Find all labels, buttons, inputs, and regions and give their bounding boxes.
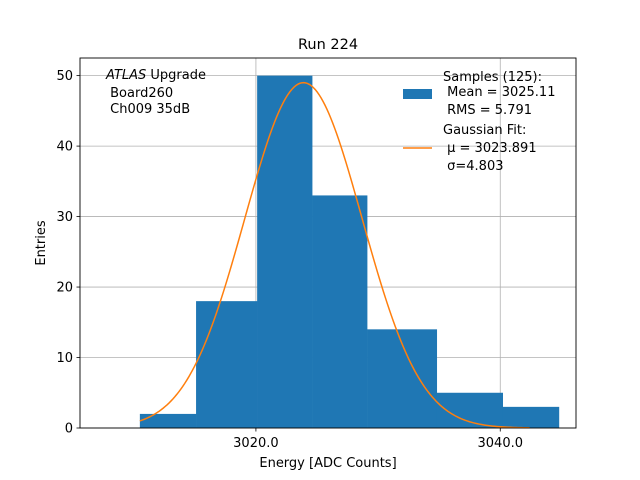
x-tick-label-0: 3020.0: [233, 436, 279, 451]
annotation-line-1: ATLAS Upgrade: [105, 68, 206, 83]
y-tick-label-2: 20: [56, 281, 73, 296]
y-tick-label-3: 30: [56, 210, 73, 225]
annotation-atlas: ATLAS: [105, 68, 146, 83]
legend: Samples (125): Mean = 3025.11 RMS = 5.79…: [403, 70, 555, 174]
atlas-annotation: ATLAS Upgrade Board260 Ch009 35dB: [105, 68, 206, 117]
annotation-channel: Ch009 35dB: [106, 102, 190, 117]
legend-samples-line-1: Samples (125):: [443, 70, 542, 85]
histogram-bar-2: [257, 75, 313, 428]
histogram-bar-1: [196, 301, 258, 428]
histogram-bar-3: [312, 195, 368, 428]
legend-fit-line-3: σ=4.803: [443, 159, 503, 174]
legend-fit-line-1: Gaussian Fit:: [443, 123, 526, 138]
y-tick-label-0: 0: [65, 422, 73, 437]
y-tick-label-1: 10: [56, 351, 73, 366]
axis-ticks: 0 10 20 30 40 50 3020.0 3040.0: [56, 69, 523, 451]
legend-samples-line-3: RMS = 5.791: [443, 103, 532, 118]
y-tick-label-5: 50: [56, 69, 73, 84]
y-axis-label: Entries: [34, 220, 49, 266]
legend-fit-line-2: μ = 3023.891: [443, 141, 537, 156]
histogram-bar-6: [502, 406, 560, 428]
y-tick-label-4: 40: [56, 140, 73, 155]
plot-frame: [79, 57, 577, 429]
gaussian-fit-curve: [139, 81, 530, 429]
x-tick-label-1: 3040.0: [478, 436, 524, 451]
chart-title: Run 224: [298, 37, 358, 53]
annotation-board: Board260: [106, 86, 173, 101]
legend-samples-swatch: [403, 89, 432, 99]
x-axis-label: Energy [ADC Counts]: [259, 456, 396, 471]
legend-samples-line-2: Mean = 3025.11: [443, 85, 555, 100]
annotation-upgrade: Upgrade: [146, 68, 206, 83]
histogram-bar-0: [139, 413, 197, 428]
